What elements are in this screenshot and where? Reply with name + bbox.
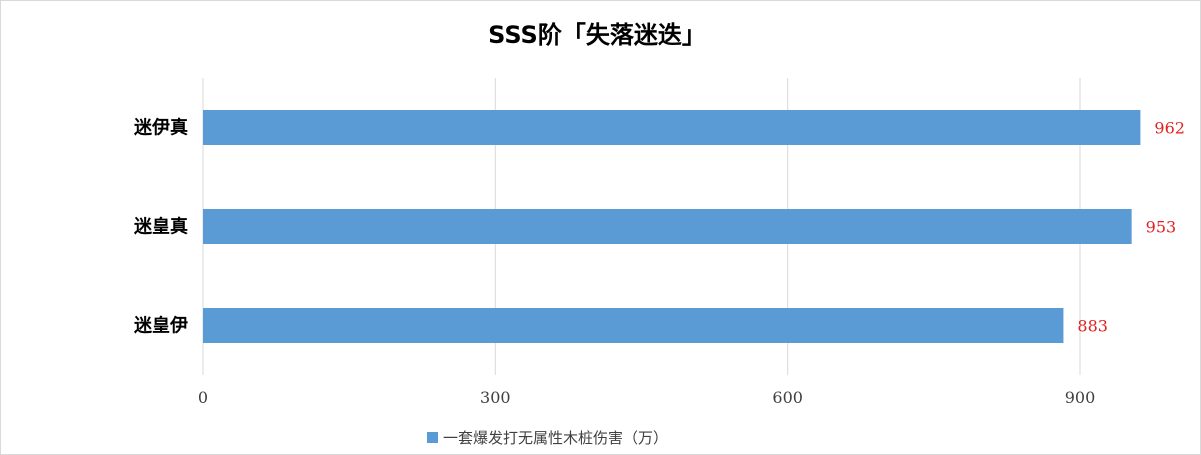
x-tick-label: 0 — [198, 388, 208, 407]
x-tick-label: 600 — [772, 388, 803, 407]
data-labels: 962 953 883 — [1077, 119, 1185, 336]
category-label: 迷皇真 — [133, 216, 188, 238]
legend-label: 一套爆发打无属性木桩伤害（万） — [443, 429, 668, 447]
data-label: 883 — [1077, 317, 1108, 336]
data-label: 962 — [1154, 119, 1185, 138]
bars — [203, 110, 1141, 343]
category-label: 迷皇伊 — [133, 315, 188, 337]
data-label: 953 — [1146, 218, 1177, 237]
x-tick-label: 900 — [1065, 388, 1096, 407]
x-tick-label: 300 — [480, 388, 511, 407]
bar-1 — [203, 110, 1141, 145]
legend: 一套爆发打无属性木桩伤害（万） — [427, 429, 668, 447]
category-label: 迷伊真 — [133, 117, 188, 139]
x-tick-labels: 0 300 600 900 — [198, 388, 1095, 407]
bar-3 — [203, 308, 1064, 343]
legend-swatch — [427, 432, 438, 443]
chart-title: SSS阶「失落迷迭」 — [488, 21, 706, 49]
bar-2 — [203, 209, 1132, 244]
